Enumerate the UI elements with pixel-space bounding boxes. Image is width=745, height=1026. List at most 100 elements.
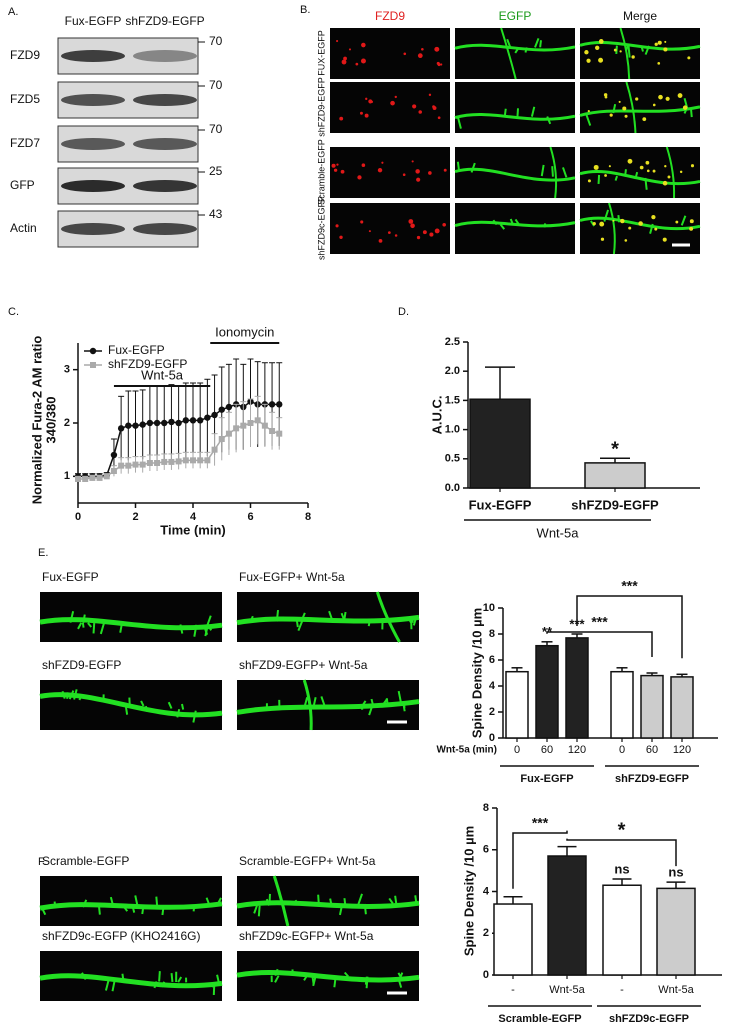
blot-band — [61, 50, 125, 62]
marker — [225, 430, 232, 437]
dendrite — [579, 216, 701, 231]
marker — [269, 428, 276, 434]
panel-label: D. — [398, 306, 409, 318]
x-axis-title: Wnt-5a (min) — [436, 745, 497, 756]
x-tick-label: 120 — [568, 744, 586, 756]
spine — [206, 615, 212, 626]
group-label: Fux-EGFP — [520, 773, 573, 785]
marker — [175, 419, 182, 427]
spine — [412, 617, 418, 626]
spine — [216, 974, 220, 984]
marker — [233, 425, 240, 432]
image-caption: Fux-EGFP — [42, 570, 99, 584]
puncta — [587, 109, 590, 113]
puncta — [432, 106, 437, 110]
spine — [167, 701, 173, 709]
micrograph — [455, 203, 575, 254]
y-tick-label: 10 — [483, 602, 495, 614]
row-label: shFZD9-EGFP — [316, 77, 326, 137]
puncta — [679, 170, 683, 174]
puncta — [627, 158, 633, 164]
puncta — [436, 61, 440, 65]
puncta — [403, 52, 407, 56]
puncta — [359, 111, 363, 115]
marker — [89, 474, 96, 481]
dendrite-branch — [549, 146, 558, 199]
puncta — [390, 100, 395, 106]
spine — [382, 698, 389, 705]
puncta — [609, 113, 613, 117]
puncta — [336, 163, 339, 166]
y-tick-label: 1.5 — [445, 394, 460, 406]
dendrite — [39, 973, 223, 989]
puncta — [690, 164, 695, 168]
bar — [670, 676, 694, 739]
significance-bracket — [546, 631, 653, 657]
marker — [146, 419, 154, 427]
puncta — [667, 175, 671, 179]
significance-label: *** — [532, 815, 549, 831]
dendrite-branch — [272, 875, 290, 927]
panel-label: B. — [300, 4, 310, 16]
puncta — [422, 230, 427, 235]
blot-band — [133, 50, 197, 62]
y-tick-label: 4 — [483, 885, 490, 897]
group-label: shFZD9-EGFP — [615, 773, 689, 785]
spine — [253, 905, 258, 914]
spine — [357, 893, 363, 905]
marker — [139, 461, 146, 468]
significance-label: ns — [614, 861, 629, 876]
spine — [516, 108, 520, 117]
marker — [103, 473, 110, 480]
x-tick-label: 2 — [132, 511, 138, 523]
spine — [328, 610, 334, 621]
marker — [254, 417, 261, 424]
spine — [597, 174, 601, 184]
puncta — [620, 218, 625, 224]
spine — [179, 624, 184, 634]
spine — [644, 177, 648, 190]
micrograph — [455, 82, 575, 133]
marker — [276, 401, 283, 408]
lane-label: shFZD9-EGFP — [125, 14, 204, 28]
panel-label: A. — [8, 6, 18, 18]
blot-band — [61, 180, 125, 192]
spine — [82, 899, 88, 908]
blot-band — [133, 94, 197, 106]
micrograph — [330, 28, 450, 79]
marker — [182, 457, 189, 464]
marker — [117, 425, 125, 432]
bar — [584, 462, 646, 489]
significance-label: *** — [621, 578, 638, 594]
spine — [470, 162, 476, 173]
row-label: shFZD9c-EGFP — [316, 196, 326, 260]
puncta — [638, 221, 643, 226]
bar — [535, 644, 559, 739]
dendrite — [454, 220, 576, 228]
dendrite-branch — [665, 146, 676, 199]
spine — [546, 116, 552, 125]
spine — [205, 897, 210, 905]
micrograph — [330, 147, 450, 198]
micrograph — [330, 203, 450, 254]
puncta — [357, 175, 362, 180]
spine — [634, 171, 639, 178]
puncta — [442, 222, 446, 227]
y-tick-label: 1.0 — [445, 424, 460, 436]
puncta — [360, 220, 364, 224]
spine — [368, 704, 374, 716]
dendrite-branch — [625, 81, 637, 134]
x-tick-label: 120 — [673, 744, 691, 756]
puncta — [682, 105, 688, 110]
puncta — [663, 47, 668, 52]
blot-label: Actin — [10, 221, 37, 235]
dendrite-branch — [608, 202, 616, 255]
x-tick-label: 60 — [646, 744, 658, 756]
y-tick-label: 3 — [64, 364, 70, 376]
dendrite — [39, 692, 223, 718]
treatment-label: Ionomycin — [215, 324, 274, 339]
dendrite — [454, 113, 576, 121]
